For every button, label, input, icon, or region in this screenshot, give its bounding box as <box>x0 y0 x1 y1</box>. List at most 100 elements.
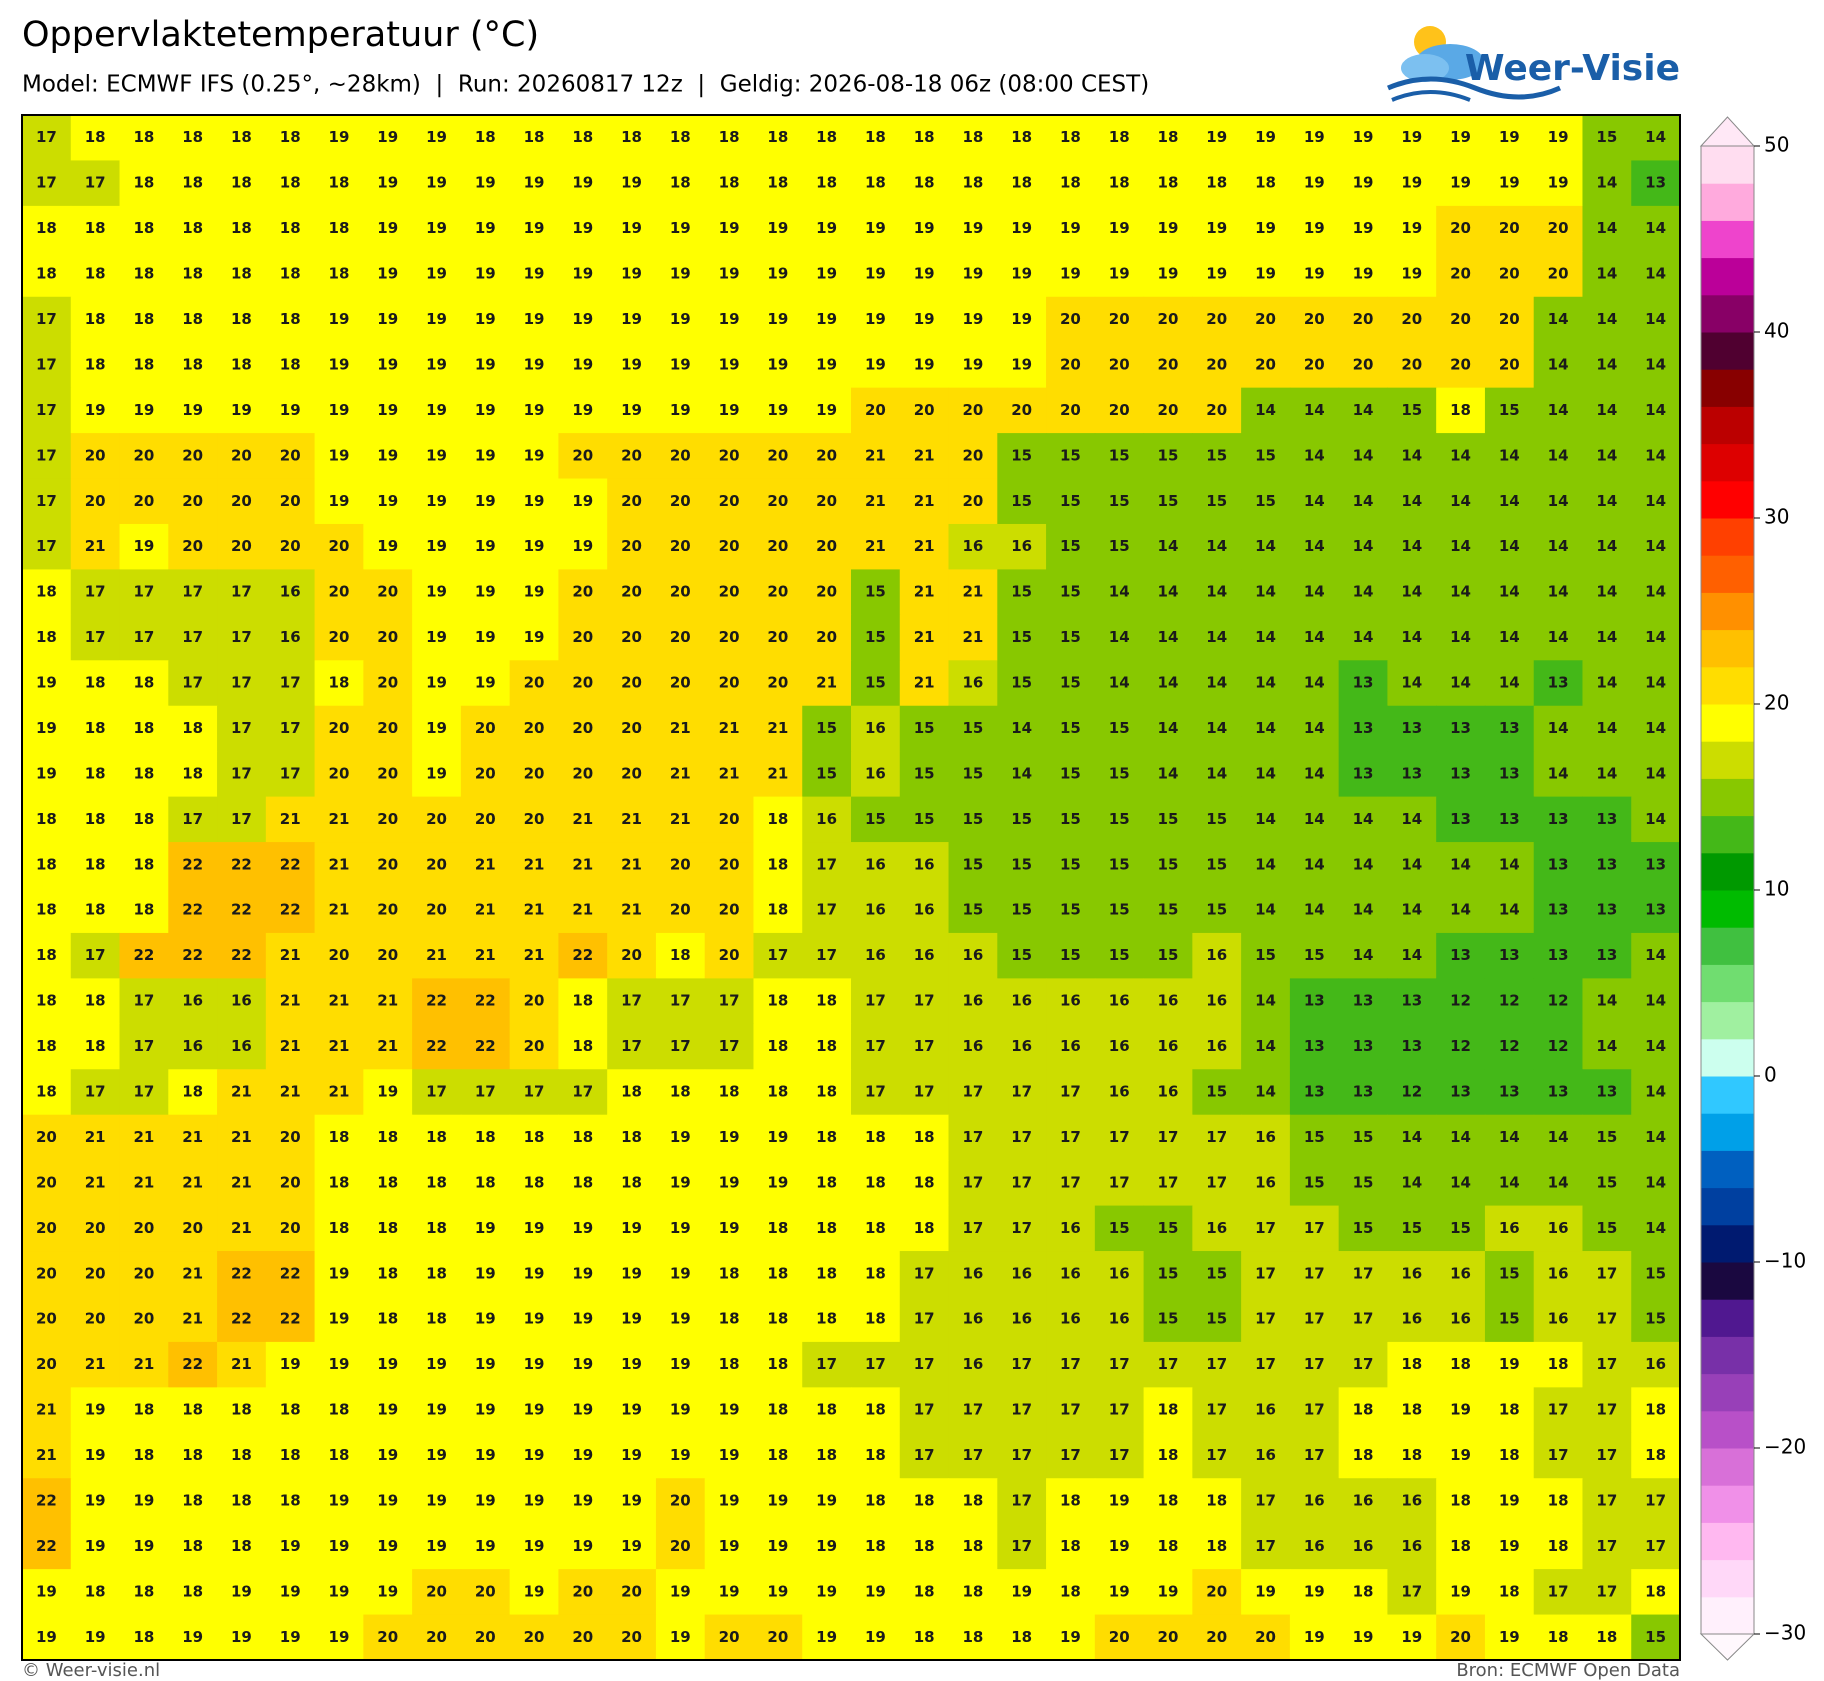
temp-value: 18 <box>133 1628 154 1646</box>
temp-cell <box>607 1523 657 1570</box>
temp-cell <box>948 1478 998 1525</box>
temp-cell <box>607 296 657 343</box>
temp-cell <box>704 978 754 1025</box>
temp-value: 14 <box>1255 764 1276 782</box>
temp-value: 15 <box>1206 810 1227 828</box>
temp-value: 20 <box>621 628 642 646</box>
temp-cell <box>1484 705 1535 752</box>
colorbar-tick-label: 0 <box>1764 1063 1777 1087</box>
temp-value: 19 <box>377 1582 398 1600</box>
temp-cell <box>802 614 852 661</box>
temp-value: 20 <box>280 1128 301 1146</box>
temp-cell <box>558 478 608 525</box>
temp-value: 18 <box>865 1128 886 1146</box>
temp-cell <box>704 1387 754 1434</box>
temp-value: 20 <box>36 1219 57 1237</box>
temp-cell <box>168 978 218 1025</box>
temp-value: 14 <box>1450 628 1471 646</box>
temp-cell <box>948 1023 998 1070</box>
temp-cell <box>1143 1614 1193 1660</box>
temp-value: 18 <box>1011 1628 1032 1646</box>
temp-value: 18 <box>767 1401 788 1419</box>
temp-cell <box>655 478 706 525</box>
temp-value: 17 <box>426 1082 447 1100</box>
temp-cell <box>1046 1387 1096 1434</box>
temp-value: 16 <box>1450 1264 1471 1282</box>
temp-value: 20 <box>1548 265 1569 283</box>
temp-value: 18 <box>1206 1491 1227 1509</box>
temp-cell <box>1533 1114 1583 1161</box>
temp-value: 20 <box>231 537 252 555</box>
temp-cell <box>1484 660 1535 707</box>
temp-value: 18 <box>1353 1446 1374 1464</box>
temp-value: 19 <box>133 401 154 419</box>
temp-cell <box>1046 1614 1096 1660</box>
temp-value: 20 <box>524 764 545 782</box>
temp-cell <box>704 160 754 207</box>
temp-value: 16 <box>1109 1082 1130 1100</box>
temp-cell <box>1338 205 1388 252</box>
temp-cell <box>899 705 950 752</box>
temp-value: 18 <box>1450 1491 1471 1509</box>
temp-value: 19 <box>524 1355 545 1373</box>
temp-cell <box>802 705 852 752</box>
temp-value: 19 <box>1060 1628 1081 1646</box>
temp-value: 13 <box>1304 992 1325 1010</box>
temp-value: 15 <box>1060 719 1081 737</box>
temp-value: 17 <box>1109 1128 1130 1146</box>
temp-value: 13 <box>1353 674 1374 692</box>
temp-value: 19 <box>621 1537 642 1555</box>
temp-value: 20 <box>524 992 545 1010</box>
temp-cell <box>70 1296 121 1343</box>
temp-cell <box>1289 796 1340 843</box>
temp-value: 19 <box>475 1219 496 1237</box>
temp-cell <box>1533 978 1583 1025</box>
temp-value: 17 <box>1109 1355 1130 1373</box>
temp-value: 13 <box>1499 946 1520 964</box>
temp-value: 15 <box>1304 1128 1325 1146</box>
temp-cell <box>607 433 657 480</box>
temp-cell <box>607 569 657 616</box>
temp-value: 18 <box>426 1173 447 1191</box>
temp-value: 17 <box>36 446 57 464</box>
temp-value: 15 <box>1255 492 1276 510</box>
temp-cell <box>168 1296 218 1343</box>
temp-cell <box>22 523 72 570</box>
temp-cell <box>460 705 511 752</box>
temp-value: 18 <box>1450 1537 1471 1555</box>
temp-cell <box>412 1160 462 1207</box>
temp-value: 15 <box>865 583 886 601</box>
temp-value: 14 <box>1499 492 1520 510</box>
temp-value: 19 <box>962 219 983 237</box>
temp-cell <box>1094 751 1145 798</box>
temp-value: 18 <box>1645 1401 1666 1419</box>
temp-value: 22 <box>280 1264 301 1282</box>
temp-cell <box>1338 978 1388 1025</box>
temp-cell <box>1484 1023 1535 1070</box>
temp-value: 20 <box>816 492 837 510</box>
temp-value: 20 <box>1109 401 1130 419</box>
temp-cell <box>1631 1023 1680 1070</box>
temp-cell <box>607 1478 657 1525</box>
temp-cell <box>119 932 169 979</box>
temp-cell <box>265 1205 316 1252</box>
temp-cell <box>753 433 803 480</box>
temp-value: 20 <box>377 901 398 919</box>
temp-value: 19 <box>329 1310 350 1328</box>
temp-value: 14 <box>1304 719 1325 737</box>
temp-value: 21 <box>182 1128 203 1146</box>
temp-cell <box>70 705 121 752</box>
temp-value: 18 <box>1548 1537 1569 1555</box>
temp-value: 14 <box>1304 583 1325 601</box>
temp-value: 17 <box>280 764 301 782</box>
temp-cell <box>1533 1296 1583 1343</box>
colorbar-band <box>1701 1485 1754 1523</box>
temp-cell <box>1241 205 1291 252</box>
temp-cell <box>851 478 901 525</box>
temp-value: 22 <box>133 946 154 964</box>
temp-cell <box>1582 978 1632 1025</box>
temp-value: 15 <box>1304 946 1325 964</box>
temp-cell <box>899 1614 950 1660</box>
temp-cell <box>1387 569 1437 616</box>
temp-value: 14 <box>1645 446 1666 464</box>
